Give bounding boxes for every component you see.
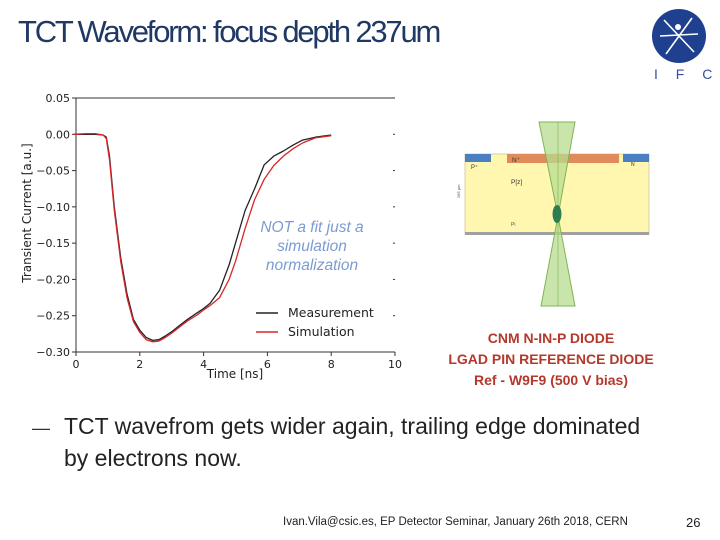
y-tick-label: −0.25 [36, 310, 70, 323]
y-tick-label: −0.30 [36, 346, 70, 359]
diode-label-pi: Pi [511, 222, 515, 228]
diode-top-contact-right [623, 154, 649, 162]
caption-line-3: Ref - W9F9 (500 V bias) [473, 372, 629, 388]
lgad-diode-diagram: P⁺ N⁺ P[z] Pi N 285 µm [456, 121, 650, 307]
x-tick-label: 0 [73, 358, 80, 371]
y-tick-label: −0.05 [36, 165, 70, 178]
legend: Measurement Simulation [256, 305, 374, 339]
bullet-dash: — [32, 418, 50, 438]
tct-waveform-chart: 0.05 0.00 −0.05 −0.10 −0.15 −0.20 −0.25 −0.30 0… [20, 92, 402, 381]
x-tick-label: 10 [388, 358, 402, 371]
annotation-line-2: simulation [277, 238, 347, 255]
legend-simulation-label: Simulation [288, 324, 355, 339]
y-axis-label: Transient Current [a.u.] [20, 143, 34, 283]
logo-text: I F C A [654, 66, 720, 82]
diode-label-pz: P[z] [511, 179, 522, 186]
y-tick-label: 0.00 [46, 128, 71, 141]
y-tick-label: −0.20 [36, 273, 70, 286]
x-axis-label: Time [ns] [206, 367, 263, 381]
diode-top-contact-left [465, 154, 491, 162]
y-tick-label: −0.15 [36, 237, 70, 250]
y-tick-label: −0.10 [36, 201, 70, 214]
diode-label-n-plus: N⁺ [512, 157, 521, 164]
laser-focus-spot [552, 205, 562, 223]
logo-lines-icon [659, 17, 699, 55]
annotation-line-3: normalization [266, 257, 358, 274]
x-axis-ticks: 0 2 4 6 8 10 [73, 352, 402, 371]
axis-frame [75, 97, 395, 353]
y-axis-ticks: 0.05 0.00 −0.05 −0.10 −0.15 −0.20 −0.25 −0.30 [36, 92, 395, 359]
diode-label-n: N [631, 162, 635, 168]
x-tick-label: 8 [328, 358, 335, 371]
caption-line-2: LGAD PIN REFERENCE DIODE [448, 351, 654, 367]
diode-label-p-plus: P⁺ [471, 164, 478, 171]
laser-beam [538, 121, 576, 217]
chart-series [73, 132, 332, 343]
diode-label-depth: 285 µm [456, 184, 461, 198]
x-tick-label: 6 [264, 358, 271, 371]
slide-title: TCT Waveform: focus depth 237um [18, 14, 441, 49]
legend-measurement-label: Measurement [288, 305, 374, 320]
annotation-line-1: NOT a fit just a [260, 219, 364, 236]
logo-dot-icon [675, 24, 681, 30]
y-tick-label: 0.05 [46, 92, 71, 105]
series-line-simulation [73, 132, 332, 343]
caption-line-1: CNM N-IN-P DIODE [487, 330, 615, 346]
x-tick-label: 2 [136, 358, 143, 371]
ifca-logo [652, 9, 706, 63]
page-number: 26 [686, 515, 701, 530]
diode-caption: CNM N-IN-P DIODE LGAD PIN REFERENCE DIOD… [420, 328, 682, 391]
x-tick-label: 4 [200, 358, 207, 371]
bullet-text: TCT wavefrom gets wider again, trailing … [64, 413, 641, 471]
footer-text: Ivan.Vila@csic.es, EP Detector Seminar, … [283, 516, 628, 528]
